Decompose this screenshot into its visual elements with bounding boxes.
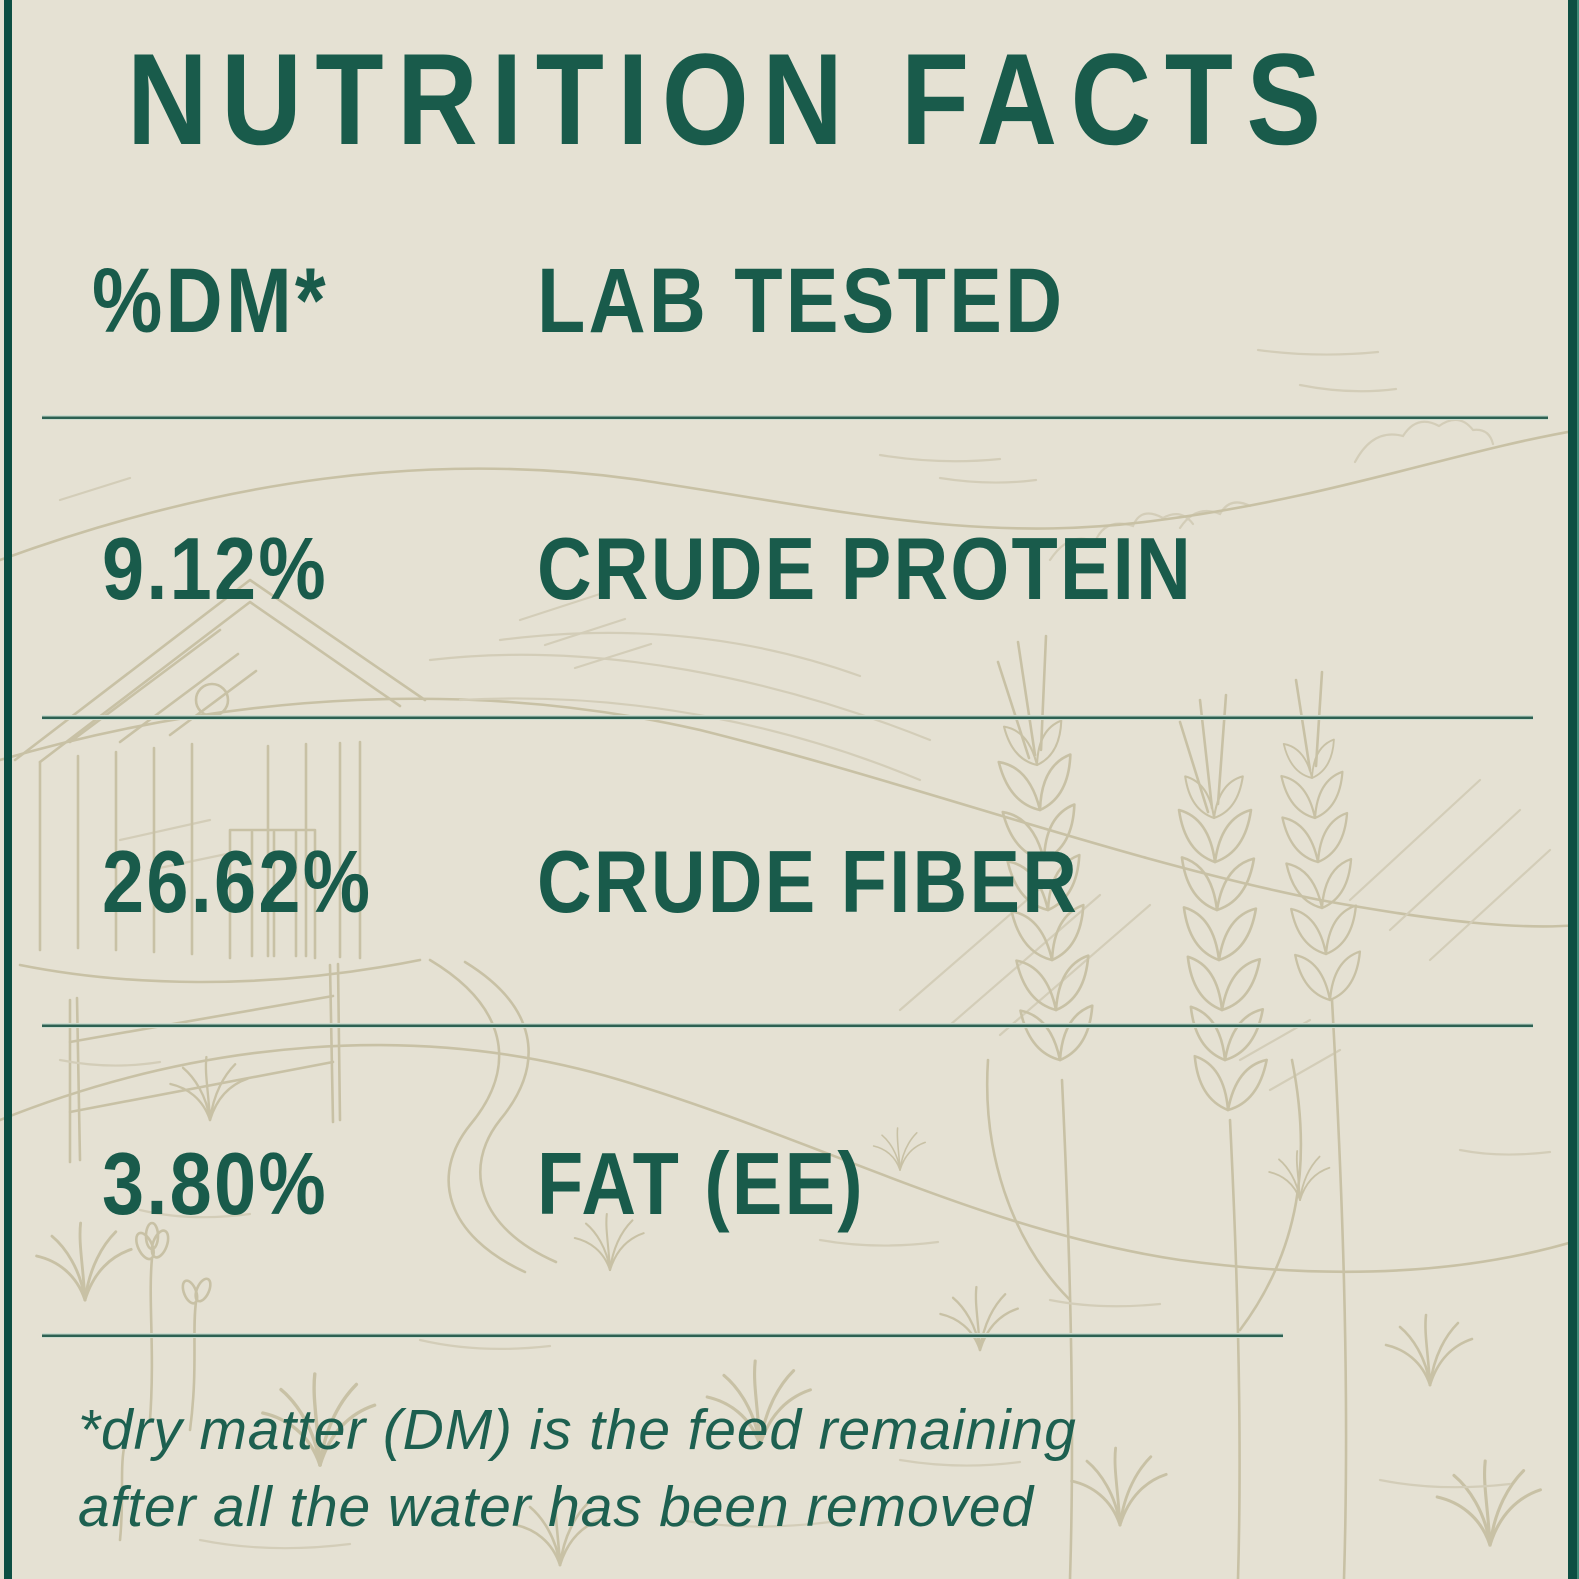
divider-line-4	[42, 1333, 1283, 1338]
table-row: 9.12% CRUDE PROTEIN	[42, 525, 1533, 613]
row-label: CRUDE FIBER	[537, 832, 1080, 931]
divider-line-1	[42, 415, 1548, 420]
page-title: NUTRITION FACTS	[127, 34, 1531, 164]
page-title-text: NUTRITION FACTS	[127, 26, 1335, 172]
footnote-line-1: *dry matter (DM) is the feed remaining	[78, 1398, 1077, 1462]
right-border	[1568, 0, 1579, 1579]
row-value: 3.80%	[102, 1134, 328, 1233]
label-column-header: LAB TESTED	[537, 250, 1066, 352]
table-header-row: %DM* LAB TESTED	[42, 255, 1533, 347]
divider-line-2	[42, 715, 1533, 720]
row-label: FAT (EE)	[537, 1134, 865, 1233]
footnote: *dry matter (DM) is the feed remaining a…	[78, 1392, 1519, 1546]
row-label: CRUDE PROTEIN	[537, 519, 1194, 618]
value-column-header: %DM*	[92, 250, 329, 352]
footnote-line-2: after all the water has been removed	[78, 1475, 1034, 1539]
row-value: 9.12%	[102, 519, 328, 618]
table-row: 3.80% FAT (EE)	[42, 1140, 1533, 1228]
divider-line-3	[42, 1023, 1533, 1028]
left-border	[4, 0, 12, 1579]
table-row: 26.62% CRUDE FIBER	[42, 838, 1533, 926]
row-value: 26.62%	[102, 832, 373, 931]
